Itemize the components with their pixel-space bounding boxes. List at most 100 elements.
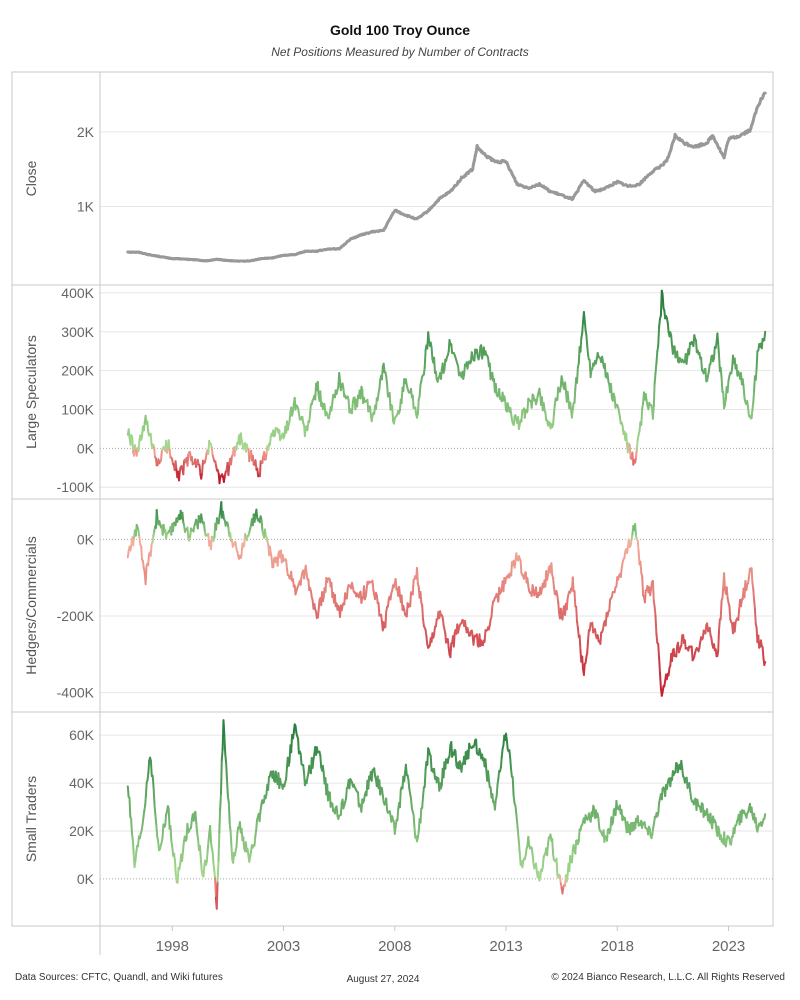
series-segment [587, 629, 590, 641]
series-segment [223, 735, 227, 756]
series-segment [494, 382, 498, 396]
series-segment [434, 370, 438, 381]
series-segment [714, 822, 718, 832]
series-segment [689, 790, 693, 800]
x-axis: 1998 2003 2008 2013 2018 2023 [99, 72, 745, 955]
series-segment [258, 810, 262, 823]
y-tick-label: 20K [69, 823, 95, 839]
series-segment [199, 857, 203, 872]
y-tick-label: 2K [77, 124, 95, 140]
series-segment [416, 567, 419, 585]
series-segment [151, 534, 155, 543]
footer-copyright: © 2024 Bianco Research, L.L.C. All Right… [551, 972, 785, 983]
series-segment [582, 663, 586, 676]
series-segment [303, 569, 306, 580]
series-segment [651, 826, 655, 836]
series-segment [317, 599, 321, 612]
series-segment [373, 767, 377, 777]
series-segment [512, 794, 516, 805]
series-segment [386, 383, 389, 398]
series-segment [454, 750, 458, 767]
series-segment [671, 649, 674, 662]
series-segment [628, 444, 632, 459]
series-segment [330, 402, 334, 412]
series-segment [301, 415, 305, 424]
series-segment [547, 566, 550, 577]
series-segment [394, 818, 398, 829]
panel-border [11, 284, 774, 500]
series-segment [704, 367, 708, 383]
series-segment [541, 855, 545, 868]
series-segment [547, 836, 550, 846]
series-segment [565, 597, 569, 611]
series-segment [565, 874, 569, 883]
series-segment [294, 724, 298, 735]
series-segment [513, 560, 517, 569]
series-segment [708, 626, 712, 636]
series-segment [661, 685, 665, 694]
series-segment [168, 448, 172, 459]
series-segment [146, 420, 150, 433]
series-segment [274, 770, 278, 781]
series-segment [520, 409, 524, 423]
y-tick-label: 100K [61, 401, 94, 417]
series-segment [709, 355, 713, 365]
series-segment [253, 835, 257, 847]
panel-2: -400K -200K 0K Hedgers/Commercials [11, 498, 774, 713]
series-segment [681, 767, 685, 778]
series-segment [172, 521, 175, 533]
series-segment [751, 401, 755, 411]
series-segment [272, 558, 276, 569]
series-segment [192, 811, 196, 822]
series-segment [202, 521, 206, 533]
series-segment [557, 601, 561, 614]
series-segment [181, 850, 184, 862]
series-segment [509, 407, 513, 415]
series-segment [207, 832, 211, 842]
series-segment [599, 631, 603, 645]
series-line [126, 289, 767, 485]
series-segment [655, 350, 659, 365]
series-segment [198, 464, 202, 476]
series-segment [746, 399, 750, 409]
series-segment [747, 406, 750, 418]
series-segment [561, 885, 565, 895]
series-segment [285, 559, 288, 571]
series-segment [141, 559, 145, 570]
series-segment [649, 588, 653, 597]
x-tick-label: 2018 [601, 938, 634, 955]
series-segment [654, 614, 658, 635]
series-segment [685, 355, 689, 365]
series-segment [404, 378, 408, 387]
series-line [126, 91, 767, 263]
series-segment [723, 397, 727, 407]
series-segment [211, 850, 215, 865]
panel-border [11, 71, 774, 286]
series-segment [133, 860, 137, 869]
series-segment [546, 843, 549, 857]
series-segment [641, 575, 645, 597]
series-segment [650, 580, 653, 591]
series-segment [688, 342, 691, 356]
series-segment [416, 398, 420, 415]
series-segment [653, 605, 657, 617]
series-segment [371, 579, 375, 592]
series-segment [255, 508, 259, 520]
series-segment [707, 363, 711, 373]
series-segment [517, 841, 521, 855]
series-segment [441, 616, 445, 627]
series-segment [305, 776, 309, 785]
series-segment [147, 553, 150, 567]
y-tick-label: 200K [61, 363, 94, 379]
series-segment [253, 514, 257, 523]
series-segment [414, 406, 418, 416]
series-segment [644, 393, 648, 402]
series-segment [146, 771, 150, 781]
series-segment [556, 386, 560, 401]
series-segment [182, 840, 185, 853]
series-segment [380, 365, 384, 381]
series-segment [391, 405, 395, 423]
panel-0: 1K 2K Close [11, 71, 774, 286]
series-segment [440, 368, 443, 380]
series-segment [144, 781, 148, 797]
